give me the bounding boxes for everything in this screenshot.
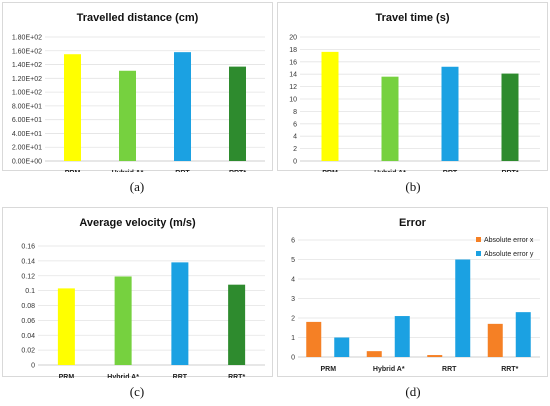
bar-prm: [321, 51, 339, 161]
y-tick-label: 0.12: [21, 273, 35, 280]
y-tick-label: 12: [289, 84, 297, 91]
caption-d: (d): [405, 384, 421, 399]
y-tick-label: 6: [291, 238, 295, 245]
y-tick-label: 6.00E+01: [12, 117, 42, 124]
x-category-label: RRT*: [229, 170, 246, 172]
bar-chart-a: 0.00E+00 2.00E+01 4.00E+01 6.00E+01 8.00E+01…: [12, 35, 265, 172]
legend-swatch: [476, 251, 481, 256]
bar-chart-b: 0 2 4 6 8 10 12 14 16 18 20 PRM Hybrid A* RRT RRT*: [289, 35, 540, 172]
chart-panel-a: Travelled distance (cm) 0.00E+00 2.00E+01…: [2, 2, 273, 172]
bar-prm-x: [306, 321, 322, 357]
y-tick-label: 0.1: [25, 288, 35, 295]
bar-prm-y: [334, 337, 350, 357]
caption-c: (c): [129, 384, 145, 399]
x-category-label: RRT*: [228, 374, 245, 378]
chart-title-c: Average velocity (m/s): [79, 217, 196, 229]
caption-a: (a): [129, 179, 145, 194]
y-tick-label: 0.04: [21, 333, 35, 340]
y-tick-label: 1.80E+02: [12, 35, 42, 42]
bar-rrt-y: [455, 259, 471, 357]
bar-rrt: [501, 73, 519, 161]
legend-swatch: [476, 237, 481, 242]
x-category-label: RRT: [175, 170, 190, 172]
x-category-label: RRT*: [501, 170, 518, 172]
y-tick-label: 3: [291, 296, 295, 303]
chart-panel-b: Travel time (s) 0 2 4 6 8 10 12 14 16 18 20 PRM Hybr…: [277, 2, 548, 172]
legend-label: Absolute error x: [484, 237, 534, 244]
chart-title-d: Error: [399, 217, 426, 229]
x-category-label: PRM: [65, 170, 81, 172]
x-category-label: Hybrid A*: [373, 366, 405, 373]
x-category-label: RRT: [443, 170, 458, 172]
bar-rrt: [171, 262, 189, 365]
y-tick-label: 0.16: [21, 244, 35, 251]
y-tick-label: 1.60E+02: [12, 48, 42, 55]
y-tick-label: 18: [289, 47, 297, 54]
y-tick-label: 0: [293, 159, 297, 166]
bar-hybrida-x: [366, 351, 382, 357]
x-category-label: RRT*: [501, 366, 518, 373]
y-tick-label: 10: [289, 97, 297, 104]
legend-label: Absolute error y: [484, 251, 534, 258]
y-tick-label: 4: [291, 277, 295, 284]
x-category-label: PRM: [322, 170, 338, 172]
bar-chart-d: 0 1 2 3 4 5 6 PRM Hybrid A* RRT RRT* Absolute error…: [291, 237, 540, 373]
x-category-label: Hybrid A*: [374, 170, 406, 172]
bar-chart-c: 0 0.02 0.04 0.06 0.08 0.1 0.12 0.14 0.16 PRM Hybri…: [21, 244, 265, 378]
chart-title-b: Travel time (s): [375, 12, 450, 24]
y-tick-label: 8: [293, 109, 297, 116]
x-category-label: Hybrid A*: [107, 374, 139, 378]
x-category-label: RRT: [173, 374, 188, 378]
bar-rrt: [229, 66, 246, 161]
chart-title-a: Travelled distance (cm): [76, 12, 199, 24]
bar-prm: [64, 54, 81, 161]
y-tick-label: 0.14: [21, 258, 35, 265]
y-tick-label: 2: [291, 316, 295, 323]
y-tick-label: 0.06: [21, 318, 35, 325]
y-tick-label: 16: [289, 59, 297, 66]
bar-rrt: [174, 52, 191, 161]
y-tick-label: 1.00E+02: [12, 90, 42, 97]
y-tick-label: 0.02: [21, 348, 35, 355]
y-tick-label: 0.08: [21, 303, 35, 310]
bar-hybrida: [119, 70, 136, 161]
bar-rrt-x: [487, 323, 503, 357]
y-tick-label: 1.40E+02: [12, 62, 42, 69]
bar-hybrida: [381, 76, 399, 161]
y-tick-label: 5: [291, 257, 295, 264]
y-tick-label: 8.00E+01: [12, 103, 42, 110]
chart-panel-d: Error 0 1 2 3 4 5 6 PRM Hybrid A* RRT RRT* Absolute…: [277, 207, 548, 377]
x-category-label: PRM: [320, 366, 336, 373]
x-category-label: Hybrid A*: [112, 170, 144, 172]
bar-rrt: [441, 66, 459, 161]
x-category-label: RRT: [442, 366, 457, 373]
bar-hybrida-y: [394, 316, 410, 357]
y-tick-label: 20: [289, 35, 297, 42]
y-tick-label: 1.20E+02: [12, 76, 42, 83]
y-tick-label: 4: [293, 134, 297, 141]
y-tick-label: 1: [291, 335, 295, 342]
y-tick-label: 2.00E+01: [12, 145, 42, 152]
y-tick-label: 14: [289, 72, 297, 79]
caption-b: (b): [405, 179, 421, 194]
y-tick-label: 0: [31, 363, 35, 370]
bar-prm: [57, 288, 75, 365]
y-tick-label: 4.00E+01: [12, 131, 42, 138]
bar-rrt-x: [427, 355, 443, 357]
y-tick-label: 2: [293, 146, 297, 153]
bar-rrt: [228, 284, 246, 365]
chart-panel-c: Average velocity (m/s) 0 0.02 0.04 0.06 0.08…: [2, 207, 273, 378]
x-category-label: PRM: [59, 374, 75, 378]
bar-hybrida: [114, 276, 132, 365]
y-tick-label: 0.00E+00: [12, 159, 42, 166]
y-tick-label: 0: [291, 355, 295, 362]
bar-rrt-y: [515, 312, 531, 357]
y-tick-label: 6: [293, 121, 297, 128]
